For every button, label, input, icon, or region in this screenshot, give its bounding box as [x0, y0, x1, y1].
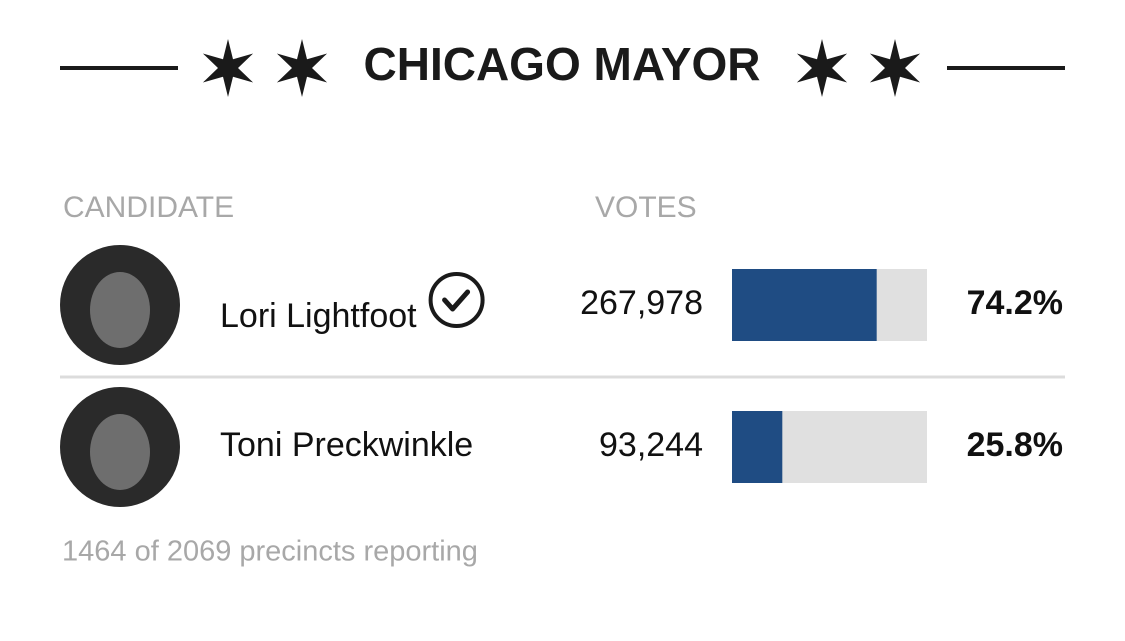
winner-check: [428, 272, 485, 328]
column-header: CANDIDATE: [63, 191, 234, 224]
star: [276, 39, 328, 97]
star: [202, 39, 254, 97]
title: CHICAGO MAYOR: [364, 38, 761, 90]
percent: 74.2%: [967, 284, 1063, 322]
votes: 267,978: [580, 284, 703, 322]
bar: [732, 411, 783, 483]
winner-check-mark: [442, 289, 471, 312]
star: [869, 39, 921, 97]
star: [796, 39, 848, 97]
candidate-name: Lori Lightfoot: [220, 297, 417, 335]
footer: 1464 of 2069 precincts reporting: [62, 536, 478, 568]
candidate-name: Toni Preckwinkle: [220, 426, 473, 464]
column-header: VOTES: [595, 191, 697, 224]
rows: Lori Lightfoot 267,978 74.2% Toni Preckwink…: [60, 245, 1065, 507]
votes: 93,244: [599, 426, 703, 464]
bar: [732, 269, 877, 341]
portrait-face: [90, 272, 150, 348]
stars: [202, 39, 921, 97]
portrait-face: [90, 414, 150, 490]
percent: 25.8%: [967, 426, 1063, 464]
